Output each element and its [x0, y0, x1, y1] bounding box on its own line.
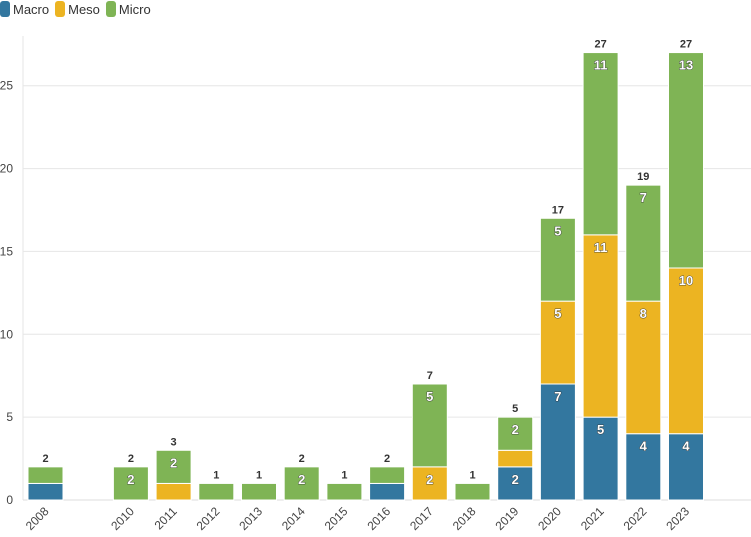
x-tick-label: 2012 — [194, 504, 223, 533]
bar-segment-micro — [582, 52, 619, 236]
total-label: 7 — [427, 370, 433, 382]
total-label: 1 — [469, 469, 475, 481]
bar-segment-micro — [27, 466, 64, 484]
legend-item-micro[interactable]: Micro — [105, 1, 151, 17]
bar-segment-micro — [668, 52, 704, 269]
bar-segment-macro — [625, 433, 662, 501]
bar-segment-macro — [668, 433, 704, 501]
total-label: 1 — [213, 469, 219, 481]
y-tick-label: 10 — [0, 327, 13, 341]
x-tick-label: 2011 — [152, 504, 180, 532]
bar-segment-meso — [539, 300, 576, 385]
total-label: 2 — [384, 453, 390, 465]
legend: Macro Meso Micro — [0, 0, 157, 18]
x-tick-label: 2008 — [23, 504, 52, 533]
y-tick-label: 5 — [6, 410, 13, 424]
segment-value-label: 5 — [554, 223, 561, 238]
bar-segment-micro — [198, 482, 235, 501]
bar-segment-macro — [27, 482, 64, 501]
segment-value-label: 4 — [640, 439, 648, 454]
legend-label: Meso — [68, 1, 100, 17]
segment-value-label: 5 — [554, 306, 561, 321]
total-label: 27 — [680, 39, 692, 51]
x-tick-label: 2017 — [407, 504, 436, 533]
bar-segment-micro — [112, 466, 149, 501]
bar-segment-meso — [582, 234, 619, 418]
x-tick-label: 2019 — [493, 504, 522, 533]
total-label: 1 — [341, 469, 347, 481]
x-tick-label: 2022 — [621, 504, 650, 533]
total-label: 17 — [552, 204, 564, 216]
total-label: 1 — [256, 469, 262, 481]
total-label: 2 — [128, 453, 134, 465]
bar-segment-micro — [497, 416, 534, 451]
legend-label: Macro — [13, 1, 50, 17]
legend-item-macro[interactable]: Macro — [0, 1, 49, 17]
bar-segment-micro — [155, 449, 192, 484]
bar-segment-micro — [326, 482, 363, 501]
bar-segment-micro — [369, 466, 406, 484]
total-label: 19 — [637, 171, 649, 183]
total-label: 5 — [512, 403, 518, 415]
y-tick-label: 25 — [0, 79, 13, 93]
bar-segment-macro — [497, 466, 534, 501]
bar-segment-meso — [155, 482, 192, 501]
segment-value-label: 8 — [640, 306, 647, 321]
total-label: 3 — [171, 436, 177, 448]
bar-segment-macro — [369, 482, 406, 501]
segment-value-label: 2 — [512, 472, 519, 487]
bar-segment-micro — [411, 383, 448, 468]
y-tick-label: 0 — [6, 493, 13, 507]
total-label: 27 — [594, 39, 606, 51]
legend-swatch — [105, 1, 116, 17]
segment-value-label: 2 — [512, 422, 519, 437]
segment-value-label: 2 — [170, 455, 177, 470]
bar-segment-meso — [411, 466, 448, 501]
bar-segment-micro — [625, 184, 662, 302]
segment-value-label: 2 — [298, 472, 305, 487]
segment-value-label: 4 — [682, 439, 690, 454]
x-tick-label: 2014 — [279, 504, 308, 533]
y-tick-label: 15 — [0, 244, 13, 258]
x-tick-label: 2018 — [450, 504, 479, 533]
x-tick-label: 2021 — [578, 504, 607, 533]
legend-item-meso[interactable]: Meso — [55, 1, 100, 17]
x-tick-label: 2013 — [236, 504, 265, 533]
bar-segment-meso — [625, 300, 662, 435]
segment-value-label: 7 — [640, 190, 647, 205]
bar-segment-micro — [283, 466, 320, 501]
legend-swatch — [55, 1, 66, 17]
total-label: 2 — [299, 453, 305, 465]
bar-segment-meso — [497, 449, 534, 468]
segment-value-label: 11 — [594, 240, 608, 255]
x-tick-label: 2016 — [364, 504, 393, 533]
segment-value-label: 2 — [127, 472, 134, 487]
bar-segment-micro — [241, 482, 277, 501]
bar-segment-macro — [539, 383, 576, 501]
legend-label: Micro — [118, 1, 151, 17]
x-tick-label: 2020 — [535, 504, 564, 533]
bar-segment-micro — [539, 217, 576, 302]
total-label: 2 — [42, 453, 48, 465]
bar-segment-micro — [454, 482, 491, 501]
segment-value-label: 2 — [426, 472, 433, 487]
x-tick-label: 2015 — [322, 504, 351, 533]
segment-value-label: 5 — [426, 389, 433, 404]
bar-segment-meso — [668, 267, 704, 435]
segment-value-label: 5 — [597, 422, 604, 437]
segment-value-label: 7 — [554, 389, 561, 404]
segment-value-label: 13 — [679, 58, 693, 73]
legend-swatch — [0, 1, 10, 17]
x-tick-label: 2023 — [663, 504, 692, 533]
x-tick-label: 2010 — [108, 504, 137, 533]
segment-value-label: 11 — [594, 58, 608, 73]
segment-value-label: 10 — [679, 273, 693, 288]
y-tick-label: 20 — [0, 162, 13, 176]
